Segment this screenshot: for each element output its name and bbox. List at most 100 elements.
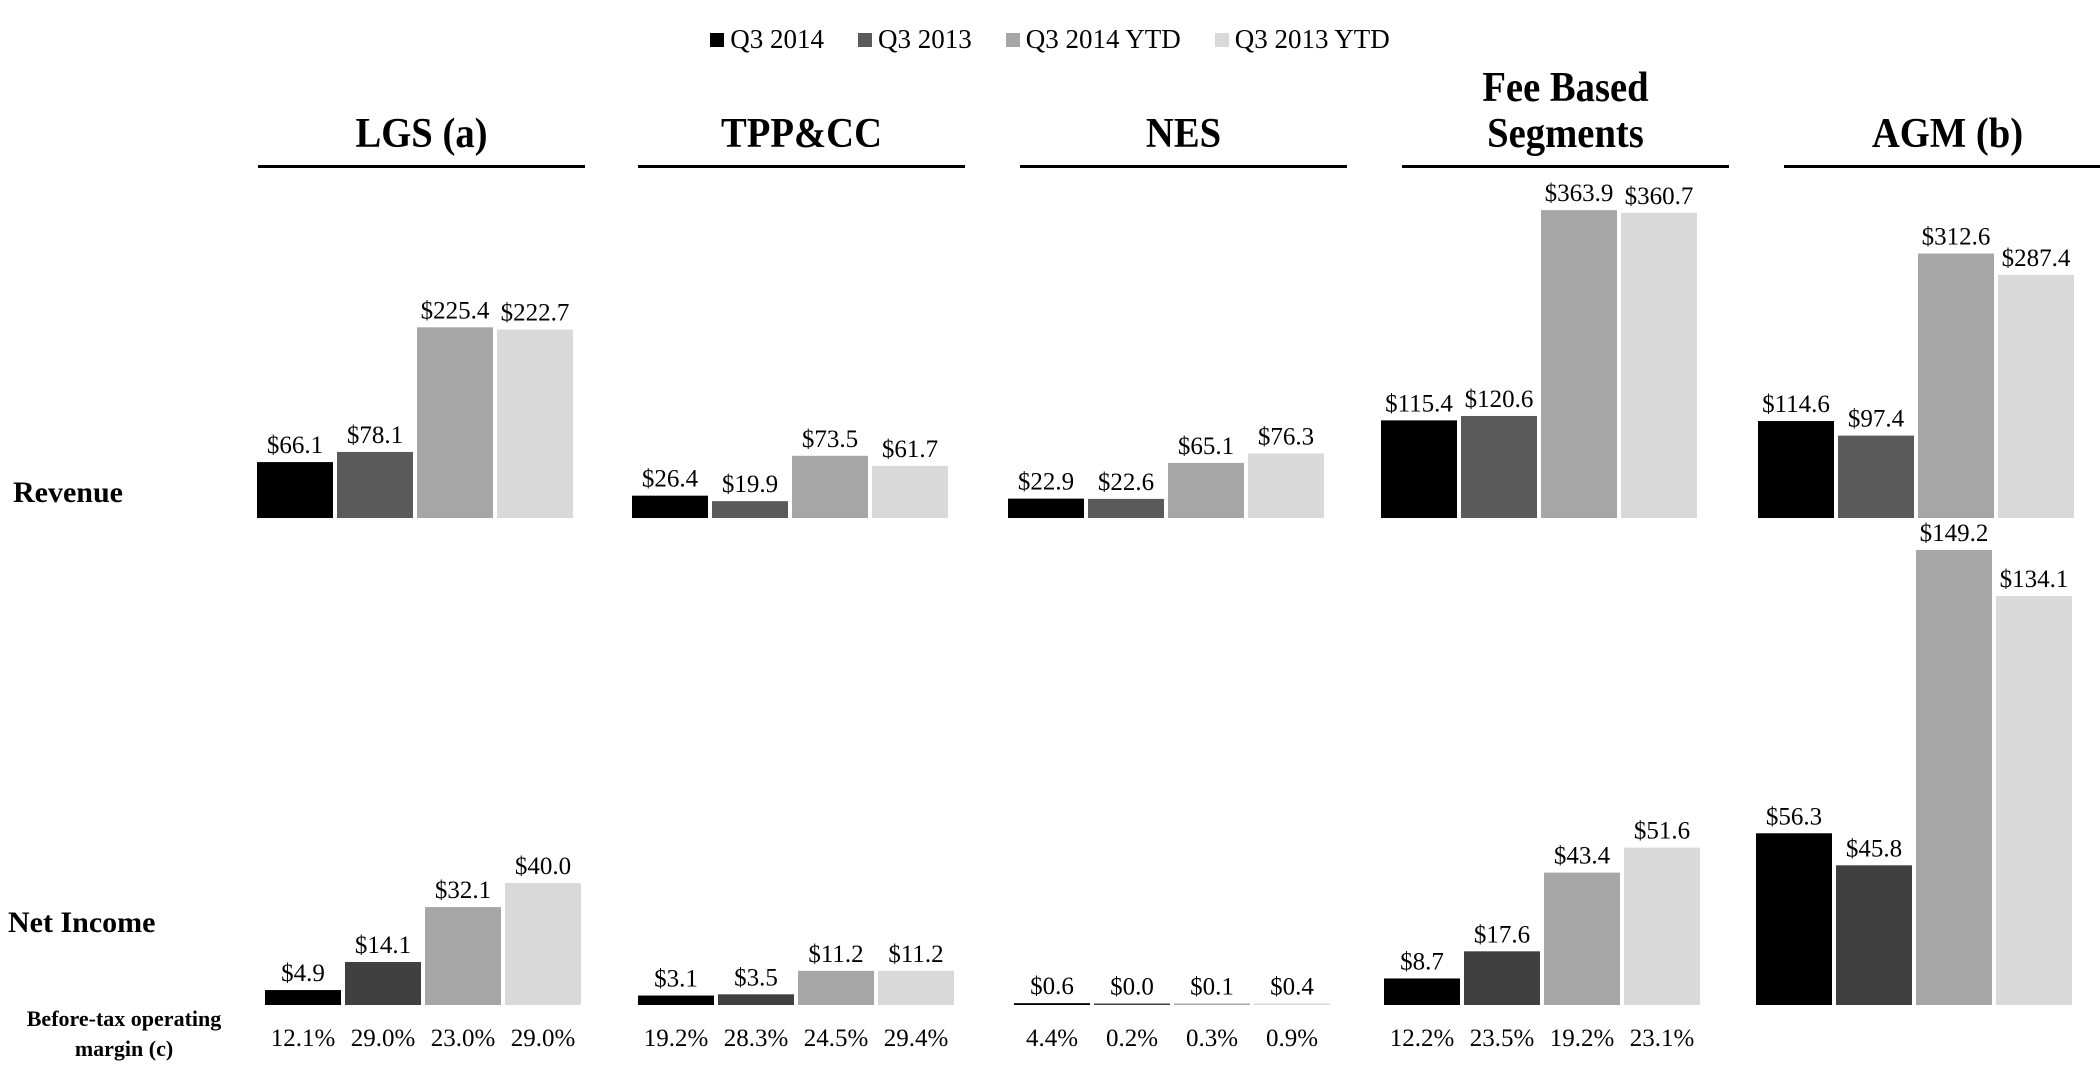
row-label-net-income: Net Income <box>8 906 156 939</box>
net-income-bar <box>265 990 341 1005</box>
revenue-value-label: $76.3 <box>1258 423 1314 450</box>
net-income-value-label: $43.4 <box>1554 843 1611 870</box>
legend-swatch <box>858 32 872 47</box>
legend-label: Q3 2014 YTD <box>1025 24 1181 54</box>
net-income-bar <box>1014 1003 1090 1005</box>
net-income-bar <box>1464 951 1540 1005</box>
net-income-value-label: $0.6 <box>1030 973 1074 1000</box>
margin-value-label: 12.2% <box>1390 1025 1455 1052</box>
revenue-value-label: $225.4 <box>421 297 490 324</box>
segment-title-line: Fee Based <box>1482 65 1649 111</box>
net-income-bar <box>1836 865 1912 1005</box>
legend-item: Q3 2013 YTD <box>1214 24 1390 55</box>
legend-swatch <box>1214 32 1229 47</box>
revenue-value-label: $312.6 <box>1922 224 1991 251</box>
margin-value-label: 19.2% <box>1550 1025 1615 1052</box>
legend-label: Q3 2014 <box>730 24 824 54</box>
net-income-value-label: $149.2 <box>1920 520 1989 547</box>
revenue-bar <box>632 495 708 518</box>
legend-item: Q3 2014 <box>710 24 824 55</box>
margin-value-label: 29.4% <box>884 1025 949 1052</box>
revenue-bar <box>497 329 573 518</box>
row-label-margin: Before-tax operating margin (c) <box>4 1004 244 1064</box>
revenue-value-label: $114.6 <box>1762 391 1830 418</box>
segment-title: LGS (a) <box>271 111 572 157</box>
net-income-bar <box>1996 595 2072 1005</box>
margin-value-label: 23.1% <box>1630 1025 1695 1052</box>
net-income-value-label: $134.1 <box>2000 566 2069 593</box>
segment-title-underline <box>638 165 965 168</box>
net-income-value-label: $32.1 <box>435 877 491 904</box>
margin-value-label: 28.3% <box>724 1025 789 1052</box>
segment-title-line: LGS (a) <box>355 111 488 157</box>
net-income-value-label: $0.1 <box>1190 974 1234 1001</box>
revenue-value-label: $97.4 <box>1848 406 1905 433</box>
net-income-value-label: $0.0 <box>1110 974 1154 1001</box>
margin-value-label: 29.0% <box>511 1025 576 1052</box>
segment-title: TPP&CC <box>651 111 952 157</box>
net-income-bar <box>638 995 714 1005</box>
revenue-bar <box>872 465 948 518</box>
margin-value-label: 23.0% <box>431 1025 496 1052</box>
segment-title-line: AGM (b) <box>1871 111 2024 157</box>
revenue-bar <box>1008 498 1084 518</box>
revenue-value-label: $66.1 <box>267 432 323 459</box>
revenue-value-label: $222.7 <box>501 300 570 327</box>
net-income-bar <box>718 994 794 1005</box>
margin-value-label: 4.4% <box>1026 1025 1078 1052</box>
revenue-value-label: $22.6 <box>1098 469 1154 496</box>
net-income-value-label: $17.6 <box>1474 921 1530 948</box>
net-income-value-label: $4.9 <box>281 960 325 987</box>
segment-title: AGM (b) <box>1797 111 2098 157</box>
margin-value-label: 19.2% <box>644 1025 709 1052</box>
net-income-value-label: $0.4 <box>1270 974 1314 1001</box>
revenue-value-label: $115.4 <box>1385 390 1453 417</box>
segment-title-line: NES <box>1145 111 1222 157</box>
legend-item: Q3 2013 <box>858 24 972 55</box>
net-income-bar <box>345 961 421 1005</box>
net-income-value-label: $11.2 <box>888 941 943 968</box>
margin-value-label: 0.3% <box>1186 1025 1238 1052</box>
revenue-bar <box>1248 453 1324 518</box>
margin-value-label: 24.5% <box>804 1025 869 1052</box>
net-income-bar <box>1756 833 1832 1005</box>
revenue-bar <box>1621 212 1697 519</box>
net-income-value-label: $3.1 <box>654 966 698 993</box>
revenue-value-label: $363.9 <box>1545 180 1614 207</box>
revenue-bar <box>417 327 493 518</box>
revenue-value-label: $26.4 <box>642 466 699 493</box>
revenue-bar <box>1998 274 2074 518</box>
legend: Q3 2014 Q3 2013 Q3 2014 YTD Q3 2013 YTD <box>0 24 2100 55</box>
revenue-value-label: $360.7 <box>1625 183 1694 210</box>
revenue-value-label: $19.9 <box>722 471 778 498</box>
net-income-bar <box>1094 1003 1170 1005</box>
net-income-bar <box>1916 549 1992 1005</box>
net-income-value-label: $11.2 <box>808 941 863 968</box>
margin-value-label: 29.0% <box>351 1025 416 1052</box>
margin-value-label: 0.9% <box>1266 1025 1318 1052</box>
legend-item: Q3 2014 YTD <box>1005 24 1181 55</box>
net-income-value-label: $8.7 <box>1400 948 1444 975</box>
revenue-value-label: $73.5 <box>802 426 858 453</box>
revenue-value-label: $78.1 <box>347 422 403 449</box>
revenue-bar <box>1838 435 1914 518</box>
net-income-bar <box>505 883 581 1005</box>
net-income-bar <box>1384 978 1460 1005</box>
margin-value-label: 12.1% <box>271 1025 336 1052</box>
margin-value-label: 23.5% <box>1470 1025 1535 1052</box>
revenue-bar <box>712 501 788 518</box>
segment-title: Fee Based Segments <box>1415 65 1716 157</box>
revenue-bar <box>1381 420 1457 518</box>
revenue-bar <box>792 455 868 518</box>
revenue-bar <box>1541 210 1617 518</box>
revenue-bar <box>337 451 413 518</box>
revenue-value-label: $120.6 <box>1465 386 1534 413</box>
revenue-value-label: $22.9 <box>1018 469 1074 496</box>
legend-label: Q3 2013 <box>878 24 972 54</box>
revenue-value-label: $65.1 <box>1178 433 1234 460</box>
net-income-bar <box>1254 1003 1330 1005</box>
revenue-bar <box>257 462 333 518</box>
revenue-bar <box>1918 253 1994 518</box>
net-income-value-label: $56.3 <box>1766 803 1822 830</box>
